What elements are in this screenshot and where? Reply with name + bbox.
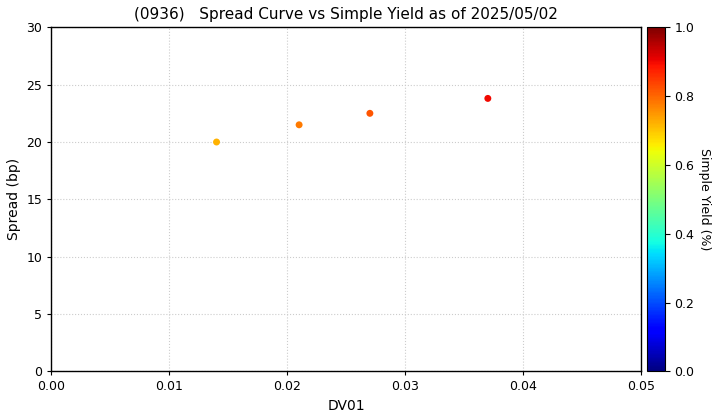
- Point: [211, 139, 222, 145]
- Y-axis label: Simple Yield (%): Simple Yield (%): [698, 148, 711, 251]
- Point: [482, 95, 494, 102]
- X-axis label: DV01: DV01: [328, 399, 365, 413]
- Point: [364, 110, 376, 117]
- Title: (0936)   Spread Curve vs Simple Yield as of 2025/05/02: (0936) Spread Curve vs Simple Yield as o…: [135, 7, 558, 22]
- Point: [293, 121, 305, 128]
- Y-axis label: Spread (bp): Spread (bp): [7, 158, 21, 240]
